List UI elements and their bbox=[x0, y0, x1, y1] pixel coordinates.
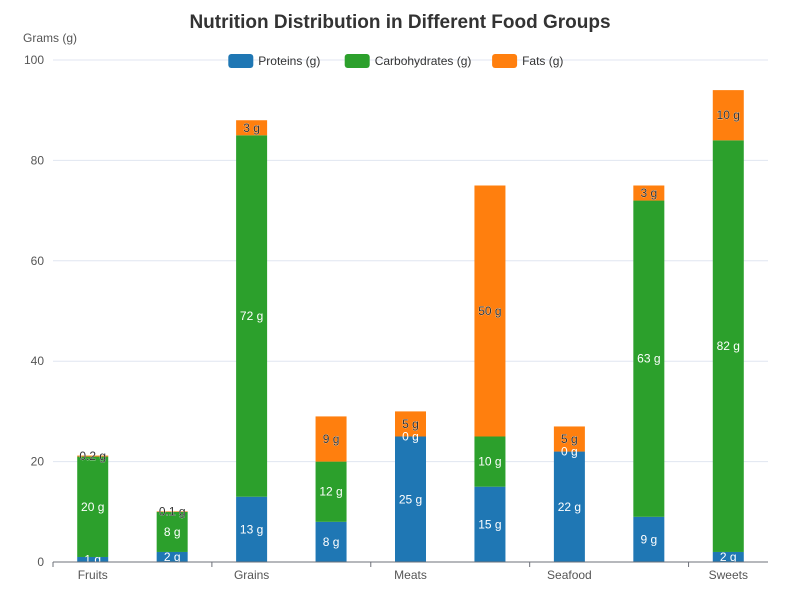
bar-data-label: 9 g bbox=[640, 532, 657, 546]
legend-swatch[interactable] bbox=[492, 54, 518, 68]
legend: Proteins (g) Carbohydrates (g) Fats (g) bbox=[228, 54, 563, 68]
bar-segment[interactable] bbox=[236, 120, 268, 136]
bar-segment[interactable] bbox=[474, 486, 506, 562]
bar-data-label: 9 g bbox=[323, 432, 340, 446]
bars bbox=[77, 90, 744, 562]
bar-data-label: 22 g bbox=[558, 500, 581, 514]
bar-data-label: 0 g bbox=[561, 445, 578, 459]
bar-segment[interactable] bbox=[156, 511, 188, 512]
bar-data-label: 2 g bbox=[164, 550, 181, 564]
bar-data-label: 0 g bbox=[402, 430, 419, 444]
bar-segment[interactable] bbox=[315, 461, 347, 522]
x-tick-label: Sweets bbox=[709, 568, 748, 582]
y-tick-label: 0 bbox=[37, 555, 44, 569]
bar-segment[interactable] bbox=[236, 135, 268, 497]
y-axis-label: Grams (g) bbox=[23, 31, 77, 45]
bar-data-label: 10 g bbox=[717, 108, 740, 122]
x-tick-label: Seafood bbox=[547, 568, 592, 582]
legend-swatch[interactable] bbox=[228, 54, 254, 68]
bar-data-label: 5 g bbox=[561, 432, 578, 446]
bar-data-label: 12 g bbox=[319, 485, 342, 499]
bar-segment[interactable] bbox=[474, 436, 506, 487]
legend-label[interactable]: Fats (g) bbox=[522, 54, 563, 68]
bar-data-label: 72 g bbox=[240, 309, 263, 323]
y-tick-label: 40 bbox=[31, 354, 45, 368]
bar-segment[interactable] bbox=[236, 496, 268, 562]
y-tick-label: 100 bbox=[24, 53, 44, 67]
bar-data-label: 5 g bbox=[402, 417, 419, 431]
bar-data-label: 82 g bbox=[717, 339, 740, 353]
legend-label[interactable]: Proteins (g) bbox=[258, 54, 320, 68]
bar-segment[interactable] bbox=[633, 516, 665, 562]
bar-segment[interactable] bbox=[712, 140, 744, 552]
bar-segment[interactable] bbox=[395, 436, 426, 563]
data-labels: 1 g 20 g 0.2 g 2 g 8 g 0.1 g 13 g 72 g 3 g 8 g 12 … bbox=[79, 108, 740, 566]
bar-segment[interactable] bbox=[553, 451, 585, 562]
bar-segment[interactable] bbox=[474, 185, 506, 437]
y-tick-label: 20 bbox=[31, 455, 45, 469]
legend-swatch[interactable] bbox=[344, 54, 370, 68]
bar-segment[interactable] bbox=[77, 556, 109, 562]
bar-segment[interactable] bbox=[395, 411, 426, 437]
bar-segment[interactable] bbox=[156, 511, 188, 552]
bar-segment[interactable] bbox=[553, 426, 585, 452]
y-tick-label: 80 bbox=[31, 153, 45, 167]
bar-data-label: 2 g bbox=[720, 550, 737, 564]
bar-data-label: 20 g bbox=[81, 500, 104, 514]
bar-data-label: 63 g bbox=[637, 352, 660, 366]
axes: 0 20 40 60 80 100 Fruits Grains Meats Seafood Swee… bbox=[24, 53, 768, 582]
bar-data-label: 50 g bbox=[478, 304, 501, 318]
bar-data-label: 15 g bbox=[478, 517, 501, 531]
bar-data-label: 0.1 g bbox=[159, 505, 186, 519]
x-tick-label: Meats bbox=[394, 568, 427, 582]
bar-data-label: 8 g bbox=[323, 535, 340, 549]
bar-data-label: 3 g bbox=[640, 186, 657, 200]
bar-segment[interactable] bbox=[633, 200, 665, 517]
bar-data-label: 8 g bbox=[164, 525, 181, 539]
bar-data-label: 3 g bbox=[243, 121, 260, 135]
bar-segment[interactable] bbox=[633, 185, 665, 201]
bar-data-label: 1 g bbox=[84, 552, 101, 566]
bar-data-label: 25 g bbox=[399, 492, 422, 506]
x-tick-label: Grains bbox=[234, 568, 269, 582]
bar-data-label: 13 g bbox=[240, 522, 263, 536]
bar-segment[interactable] bbox=[712, 90, 744, 141]
y-tick-label: 60 bbox=[31, 254, 45, 268]
chart-title: Nutrition Distribution in Different Food… bbox=[189, 12, 610, 33]
x-tick-label: Fruits bbox=[78, 568, 108, 582]
bar-data-label: 0.2 g bbox=[79, 449, 106, 463]
legend-label[interactable]: Carbohydrates (g) bbox=[375, 54, 472, 68]
bar-segment[interactable] bbox=[712, 551, 744, 562]
bar-segment[interactable] bbox=[77, 456, 109, 557]
bar-data-label: 10 g bbox=[478, 455, 501, 469]
bar-segment[interactable] bbox=[315, 521, 347, 562]
bar-segment[interactable] bbox=[315, 416, 347, 462]
bar-segment[interactable] bbox=[156, 551, 188, 562]
bar-segment[interactable] bbox=[77, 455, 109, 457]
